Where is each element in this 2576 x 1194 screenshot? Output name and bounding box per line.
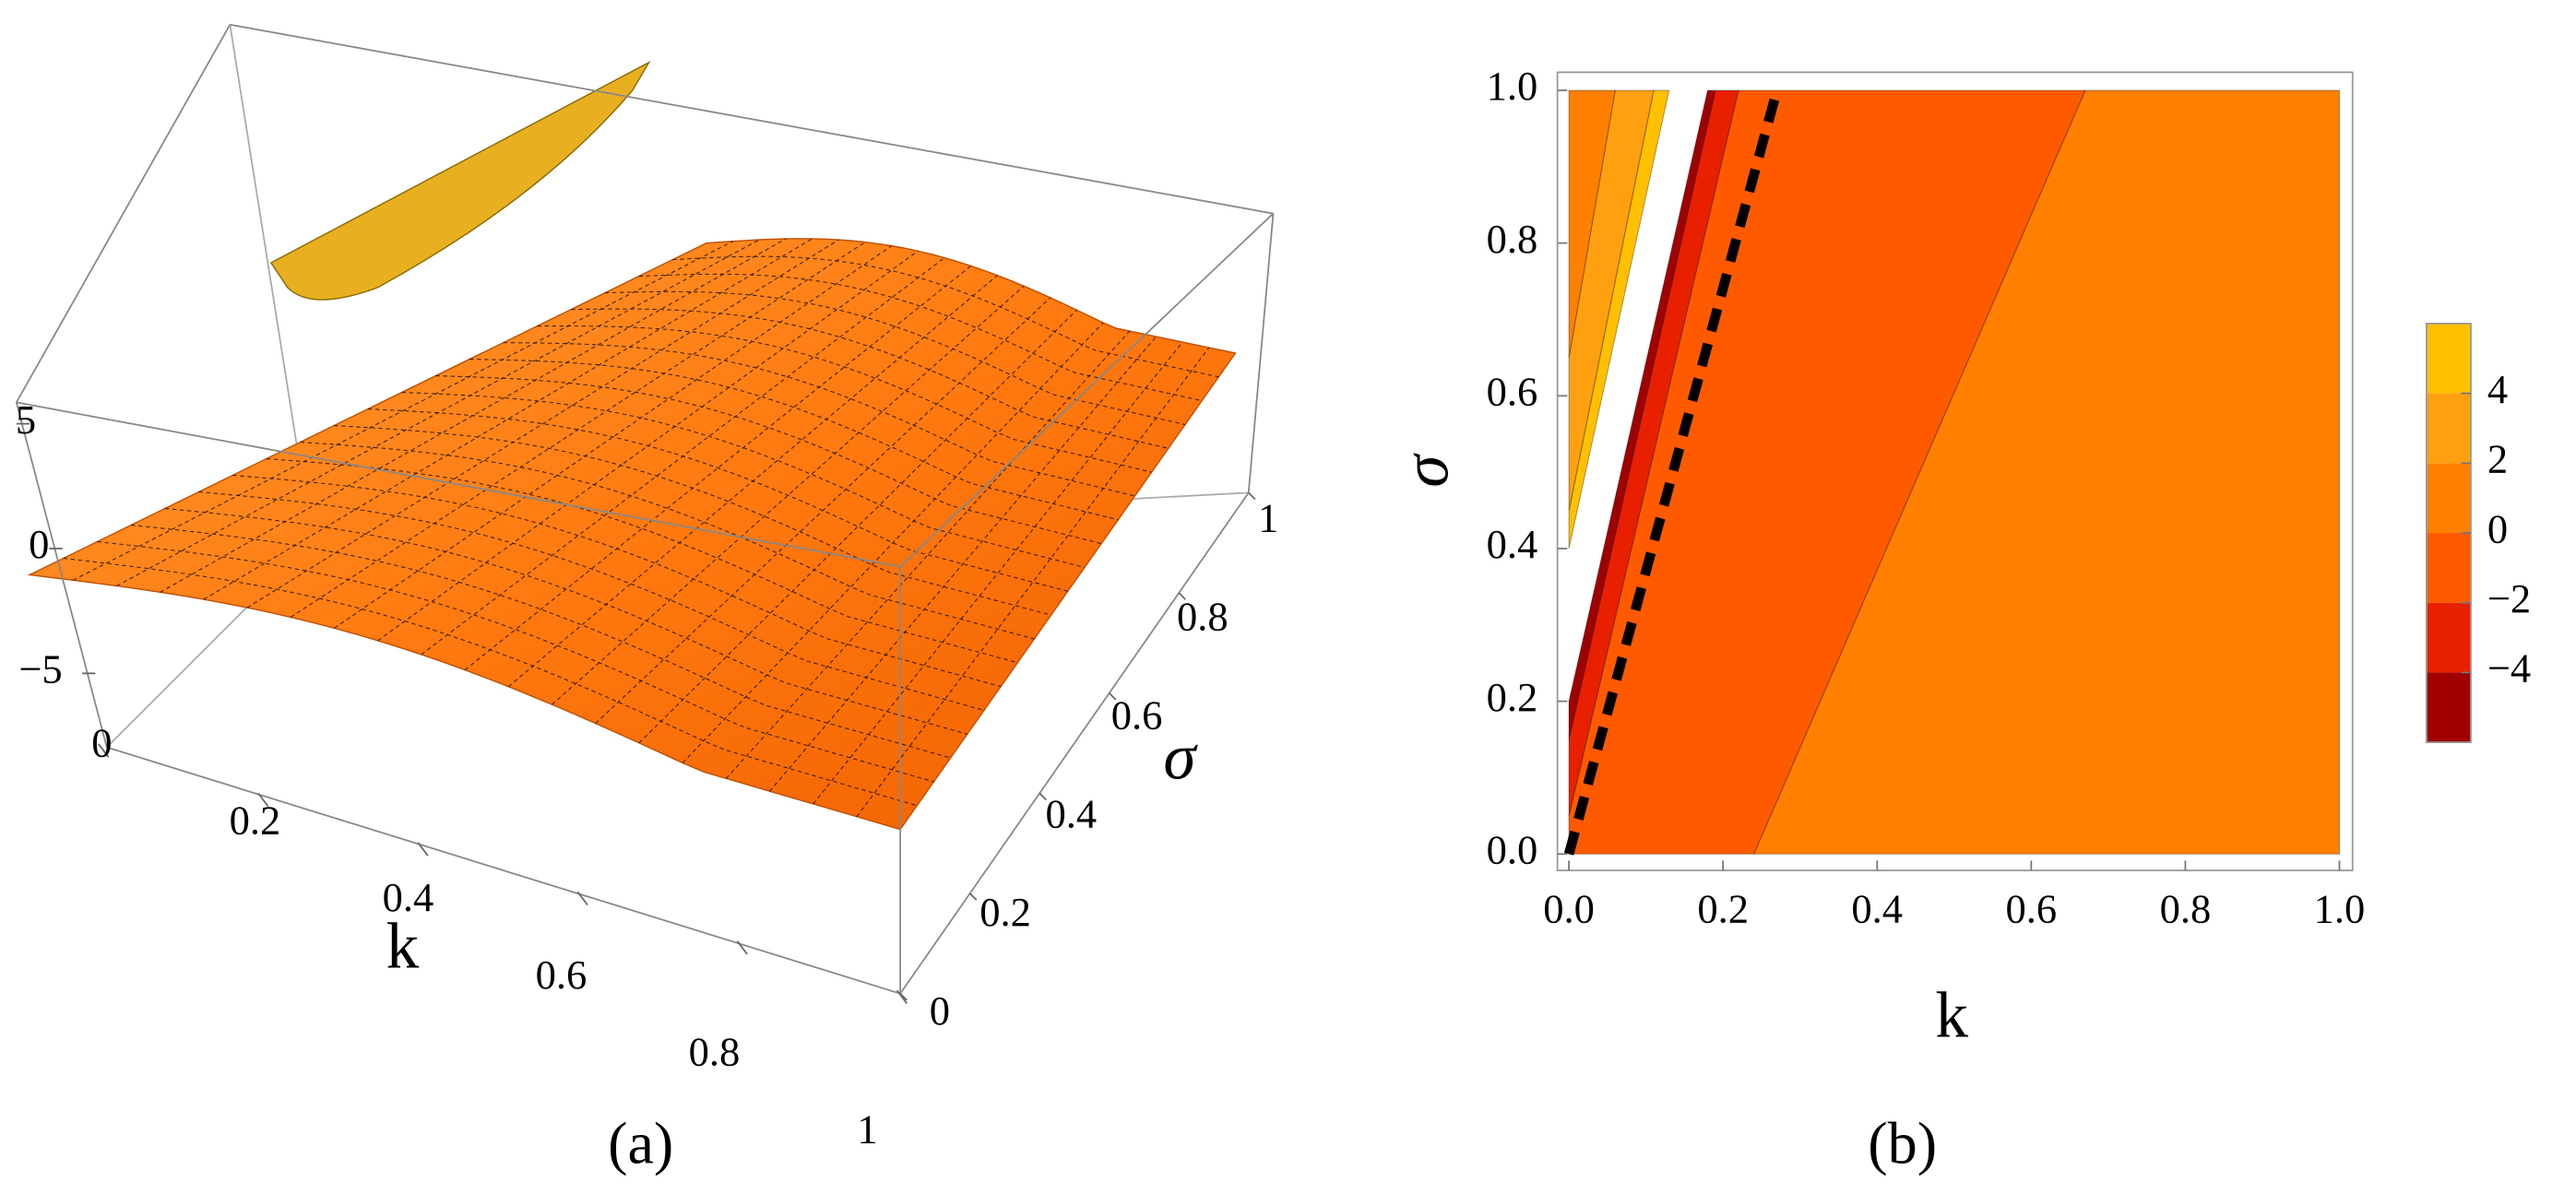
- mesh-line: [769, 336, 1157, 792]
- y-tick-label: 1.0: [1487, 63, 1538, 109]
- contour-region: [1568, 89, 1616, 358]
- y-axis-title: σ: [1163, 722, 1198, 794]
- y-tick-label: 0.8: [1177, 594, 1229, 640]
- mesh-line: [73, 241, 733, 581]
- mesh-line: [537, 325, 1152, 473]
- contour-plot: 0.0 0.2 0.4 0.6 0.8 1.0 0.0 0.2 0.4 0.6 0.8 1.0 −4 −2…: [1487, 63, 2532, 931]
- x-tick: [417, 842, 429, 857]
- z-tick-label: 0: [29, 521, 49, 567]
- x-tick-label: 1: [857, 1105, 877, 1152]
- mesh-line: [97, 540, 934, 783]
- colorbar-band: [2426, 463, 2471, 534]
- mesh-line: [507, 275, 998, 688]
- y-tick-label: 0.0: [1487, 826, 1538, 872]
- x-tick: [896, 989, 908, 1004]
- y-tick-label: 1: [1258, 495, 1278, 541]
- mesh-line: [367, 408, 1068, 592]
- y-tick-label: 0.4: [1487, 521, 1538, 567]
- box-front: [15, 23, 1275, 995]
- mesh-line: [469, 359, 1119, 521]
- x-tick: [257, 792, 269, 808]
- x-tick-label: 0.6: [536, 952, 588, 998]
- contour-region: [1568, 89, 1716, 740]
- mesh-line: [595, 297, 1051, 724]
- x-tick: [98, 743, 110, 758]
- mesh-line: [604, 290, 1186, 425]
- y-tick: [1109, 692, 1117, 701]
- x-tick: [576, 891, 588, 906]
- x-tick-label: 0.8: [689, 1029, 741, 1075]
- y-tick-label: 0.2: [1487, 674, 1538, 720]
- mesh-line: [672, 255, 1219, 378]
- mesh-line: [435, 375, 1102, 545]
- colorbar-tick-label: −2: [2487, 575, 2531, 621]
- x-tick-label: 1.0: [2314, 886, 2366, 932]
- x-tick-label: 0.8: [2160, 886, 2212, 932]
- y-axis-title: σ: [1391, 453, 1463, 488]
- mesh-line: [682, 322, 1104, 763]
- x-tick-label: 0.2: [230, 797, 281, 843]
- mesh-line: [571, 308, 1169, 449]
- colorbar-band: [2426, 602, 2471, 673]
- z-tick-label: 5: [16, 396, 36, 443]
- mesh-line: [401, 392, 1086, 568]
- mesh-line: [266, 457, 1018, 664]
- x-tick-label: 0.4: [1851, 886, 1903, 932]
- colorbar-band: [2426, 533, 2471, 603]
- mesh-line: [334, 245, 892, 629]
- y-tick-label: 0.2: [979, 889, 1031, 935]
- y-tick-label: 0.6: [1111, 692, 1163, 738]
- mesh-line: [638, 309, 1077, 744]
- y-tick: [1039, 792, 1047, 801]
- colorbar-band: [2426, 323, 2471, 394]
- mesh-line: [813, 341, 1183, 805]
- y-tick: [969, 893, 978, 901]
- x-tick-label: 0.0: [1543, 886, 1595, 932]
- surface-fill: [27, 238, 1237, 831]
- mesh-line: [246, 239, 839, 609]
- x-axis-title: k: [386, 910, 420, 982]
- x-tick-label: 0: [91, 720, 112, 766]
- mesh-line: [300, 441, 1035, 640]
- mesh-line: [856, 347, 1210, 818]
- y-tick: [899, 993, 908, 1001]
- mesh-line: [198, 491, 985, 711]
- contour-region: [1568, 89, 2086, 855]
- z-tick-label: −5: [18, 646, 62, 692]
- colorbar-band: [2426, 393, 2471, 464]
- colorbar-tick-label: 4: [2487, 366, 2508, 412]
- x-tick-label: 0.6: [2006, 886, 2058, 932]
- panel-label: (a): [608, 1111, 673, 1176]
- mesh-line: [290, 242, 866, 618]
- x-tick-label: 0.4: [383, 874, 434, 920]
- contour-region: [1752, 89, 2341, 855]
- mesh-line: [160, 238, 787, 593]
- colorbar-tick-label: 0: [2487, 505, 2508, 551]
- colorbar-tick-label: 2: [2487, 436, 2508, 482]
- mesh-line: [552, 285, 1025, 705]
- y-tick-label: 0.8: [1487, 216, 1538, 262]
- y-tick-label: 0.4: [1046, 790, 1098, 836]
- y-tick-label: 0.6: [1487, 369, 1538, 415]
- y-tick-label: 0: [930, 987, 950, 1034]
- x-tick-label: 0.2: [1697, 886, 1749, 932]
- panel-label: (b): [1868, 1111, 1937, 1176]
- surface: [27, 238, 1237, 831]
- y-tick: [1248, 491, 1256, 501]
- dashed-line: [1563, 89, 1782, 856]
- surface-piece: [269, 60, 651, 301]
- y-tick: [1178, 592, 1186, 600]
- mesh-line: [503, 342, 1135, 497]
- x-axis-title: k: [1935, 979, 1968, 1051]
- x-tick: [736, 940, 748, 955]
- colorbar-tick-label: −4: [2487, 645, 2531, 692]
- colorbar-band: [2426, 672, 2471, 743]
